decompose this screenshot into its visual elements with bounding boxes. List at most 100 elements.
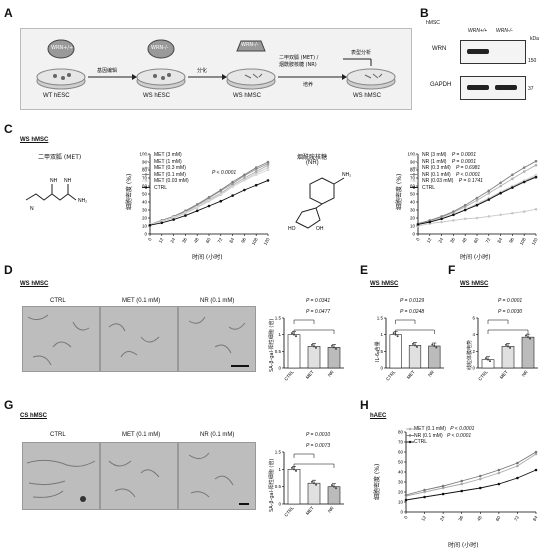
series-point [463,217,467,221]
x-tick-label: 12 [426,237,433,244]
x-tick-label: 72 [485,237,492,244]
series-point [511,186,514,189]
series-point [207,199,211,202]
data-point [331,484,333,487]
x-tick-label: 60 [495,515,502,522]
category-label: MET [305,505,315,516]
f-p1: P = 0.0001 [498,298,523,304]
d-bar-chart: 0 0.5 1 1.5 CTRL MET NR [275,316,344,382]
sig-bracket-2 [293,329,335,334]
x-tick-label: 84 [532,515,539,522]
x-tick-label: 96 [508,237,515,244]
dish-1 [36,39,86,90]
svg-text:NH: NH [64,178,72,184]
svg-text:N: N [30,206,34,212]
y-tick-label: 70 [410,176,416,181]
series-point [423,490,426,494]
d-micrograph-nr [178,306,256,372]
panel-label-g: G [4,398,14,412]
y-tick-label: 6 [472,316,475,321]
c-left-legend-4: MET (0.03 mM) [154,178,189,184]
series-point [460,479,464,483]
dish-2-genotype: WRN-/- [151,45,169,51]
met-structure: N NH NH NH₂ [25,178,87,212]
y-tick-label: 0.5 [275,484,282,489]
x-tick-label: 120 [263,237,271,246]
series-point [440,220,443,224]
series-point [497,468,501,472]
y-tick-label: 40 [410,200,416,205]
sig-bracket-1 [293,319,315,324]
series-point [497,471,501,475]
f-subtitle: WS hMSC [460,281,489,287]
dish-2 [136,39,186,90]
legend-marker-dot [412,173,416,176]
panel-label-b: B [420,6,429,20]
g-micrograph-ctrl [22,442,100,510]
y-tick-label: 30 [142,208,148,213]
bar-met [307,346,321,369]
legend-marker-dot [144,186,148,189]
y-tick-label: 2 [472,349,475,354]
g-subtitle: CS hMSC [20,413,47,419]
series-point [184,211,187,214]
series-point [522,210,526,213]
category-label: NR [521,369,529,378]
bar-nr [327,347,341,369]
series-point [475,196,479,200]
c-left-p: P < 0.0001 [212,170,237,176]
bar-met [501,346,515,369]
x-tick-label: 0 [403,515,409,520]
c-left-ylabel: 细胞密度 (%) [126,173,133,210]
y-tick-label: 1 [278,467,281,472]
y-tick-label: 70 [398,440,404,445]
data-point [414,344,416,347]
x-tick-label: 0 [415,237,421,242]
met-name: 二甲双胍 (MET) [38,154,82,161]
y-tick-label: 60 [142,184,148,189]
series-point [487,191,491,195]
series-point [478,486,482,490]
series-point [160,221,164,225]
series-point [219,192,223,196]
category-label: NR [427,369,435,378]
svg-text:NH₂: NH₂ [342,172,351,178]
series-point [534,173,538,177]
d-p1: P = 0.0341 [306,298,331,304]
c-right-legend-2: NR (0.3 mM) P = 0.6981 [422,165,481,171]
x-tick-label: 12 [420,515,427,522]
series-point [195,205,199,209]
series-point [231,185,234,189]
svg-text:NH: NH [50,178,58,184]
x-tick-label: 108 [519,237,527,246]
x-tick-label: 60 [473,237,480,244]
data-point [392,332,395,335]
data-point [431,343,434,346]
x-tick-label: 84 [496,237,503,244]
sig-bracket-2 [487,329,529,334]
g-img-label-nr: NR (0.1 mM) [200,432,235,438]
data-point [505,343,507,346]
y-tick-label: 0 [380,366,383,371]
series-point [243,188,246,192]
data-point [412,342,414,345]
category-label: MET [406,369,416,380]
data-point [293,468,295,471]
series-point [172,218,175,221]
c-right-legend-1: NR (1 mM) P = 0.0001 [422,158,476,165]
arrow-label-phenotype: 表型分析 [351,50,372,56]
x-tick-label: 120 [531,237,539,246]
c-left-legend-0: MET (3 mM) [154,152,182,158]
y-tick-label: 1.5 [377,316,384,321]
caption-ws-hesc: WS hESC [143,93,171,99]
data-point [525,334,527,337]
x-tick-label: 0 [147,237,153,242]
y-tick-label: 60 [410,184,416,189]
bar-ctrl [389,334,402,369]
series-point [195,203,199,206]
y-tick-label: 0.5 [275,349,282,354]
h-xlabel: 时间 (小时) [448,542,479,549]
data-point [433,345,436,347]
arrow-label-gene-editing: 基因编辑 [97,68,118,74]
dish-3 [226,40,276,90]
